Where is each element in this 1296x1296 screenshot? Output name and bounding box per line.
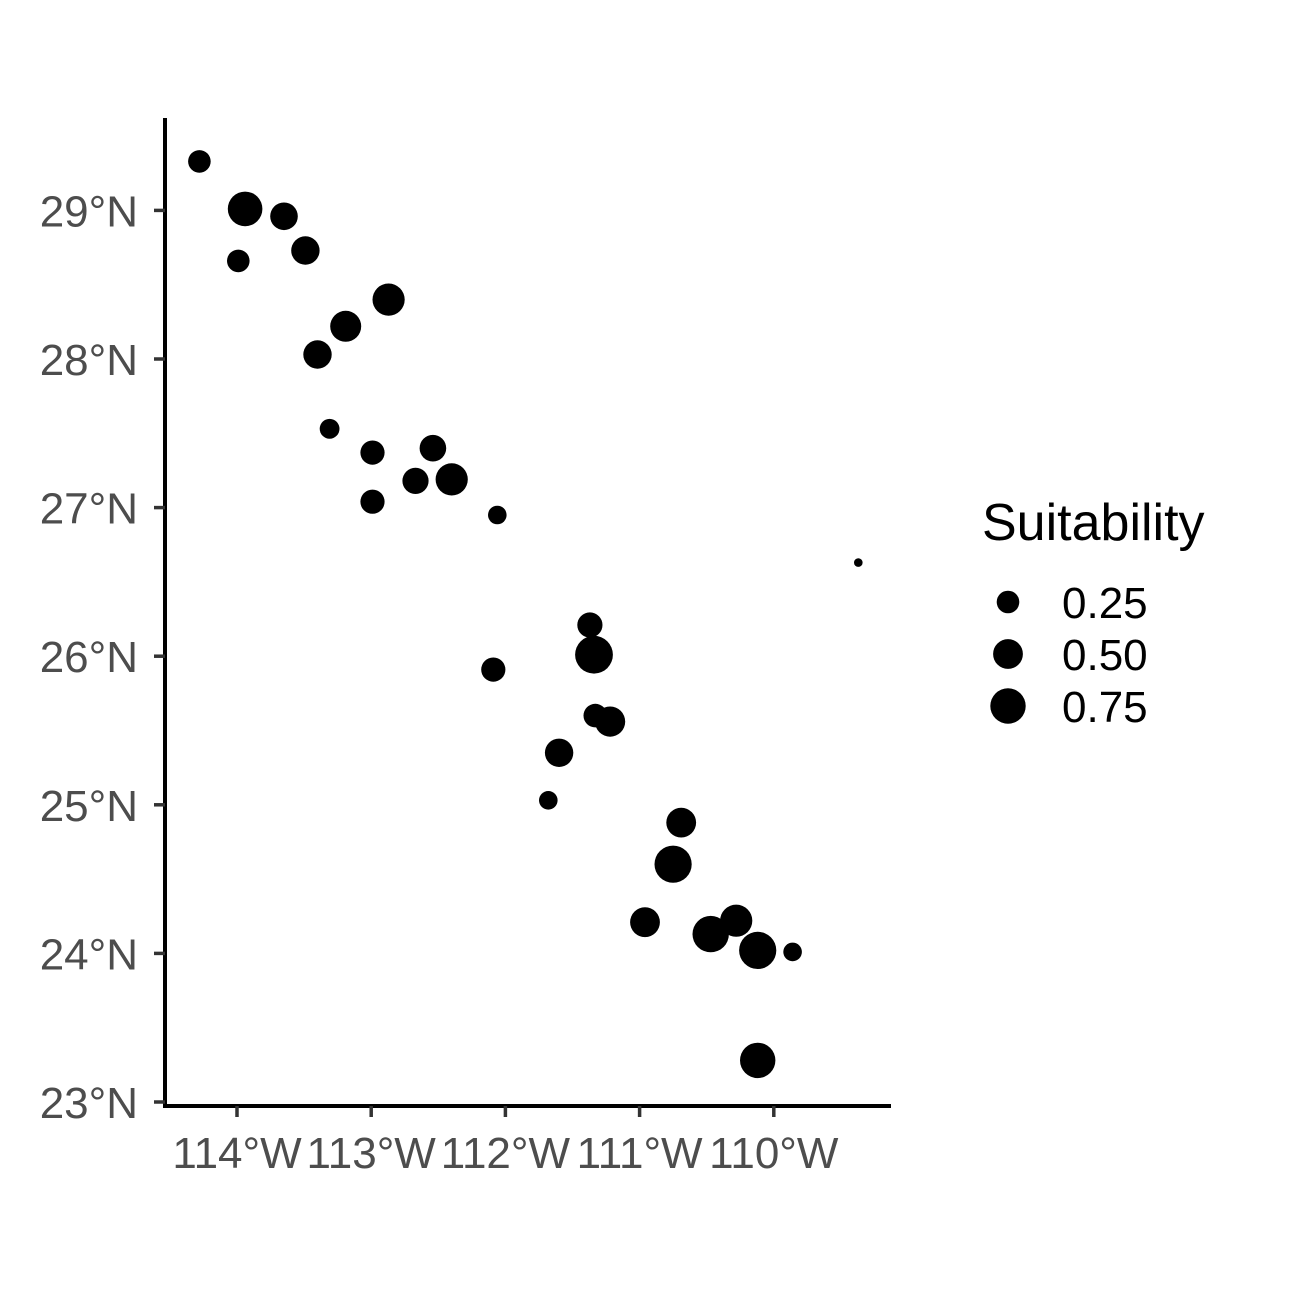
data-point — [402, 467, 429, 494]
legend-label: 0.50 — [1062, 631, 1148, 680]
data-point — [654, 845, 692, 883]
y-tick-label: 25°N — [40, 782, 138, 831]
data-point — [783, 942, 802, 962]
y-tick-label: 27°N — [40, 485, 138, 534]
legend-key — [990, 688, 1026, 724]
data-point — [435, 463, 468, 496]
y-tick-label: 23°N — [40, 1079, 138, 1128]
data-point — [330, 310, 362, 342]
data-point — [575, 635, 613, 674]
x-tick-label: 112°W — [441, 1129, 571, 1178]
data-point — [739, 931, 777, 970]
y-tick-label: 26°N — [40, 633, 138, 682]
data-point — [419, 434, 447, 462]
x-tick-label: 113°W — [307, 1129, 437, 1178]
x-tick-label: 111°W — [577, 1129, 703, 1178]
data-point — [544, 738, 574, 767]
data-point — [227, 191, 263, 227]
x-tick-label: 110°W — [709, 1129, 839, 1178]
legend-label: 0.75 — [1062, 683, 1148, 732]
data-point — [291, 236, 320, 265]
data-point — [319, 418, 340, 439]
data-point — [360, 489, 385, 514]
data-point — [188, 150, 211, 173]
y-tick-label: 29°N — [40, 187, 138, 236]
data-point — [577, 612, 603, 638]
data-point — [488, 505, 507, 525]
data-point — [854, 558, 863, 567]
legend-key — [993, 639, 1023, 669]
data-point — [360, 440, 385, 465]
data-point — [740, 1042, 776, 1079]
data-point — [227, 249, 250, 273]
legend: Suitability 0.250.500.75 — [982, 494, 1205, 732]
data-point — [303, 340, 332, 369]
data-point — [720, 904, 753, 937]
data-point — [666, 807, 697, 838]
y-tick-label: 24°N — [40, 930, 138, 979]
data-point — [270, 202, 298, 231]
legend-label: 0.25 — [1062, 579, 1148, 628]
data-point — [481, 657, 506, 682]
x-ticks: 114°W 113°W 112°W 111°W 110°W — [172, 1106, 839, 1178]
y-tick-label: 28°N — [40, 336, 138, 385]
legend-key — [996, 590, 1020, 614]
data-point — [595, 706, 626, 737]
legend-title: Suitability — [982, 494, 1205, 552]
points-layer — [188, 150, 863, 1079]
x-tick-label: 114°W — [172, 1129, 302, 1178]
data-point — [539, 791, 558, 810]
data-point — [630, 907, 660, 938]
y-ticks: 23°N 24°N 25°N 26°N 27°N 28°N 29°N — [40, 187, 165, 1128]
data-point — [372, 283, 405, 316]
data-point — [692, 915, 729, 953]
axes-layer — [163, 118, 891, 1108]
